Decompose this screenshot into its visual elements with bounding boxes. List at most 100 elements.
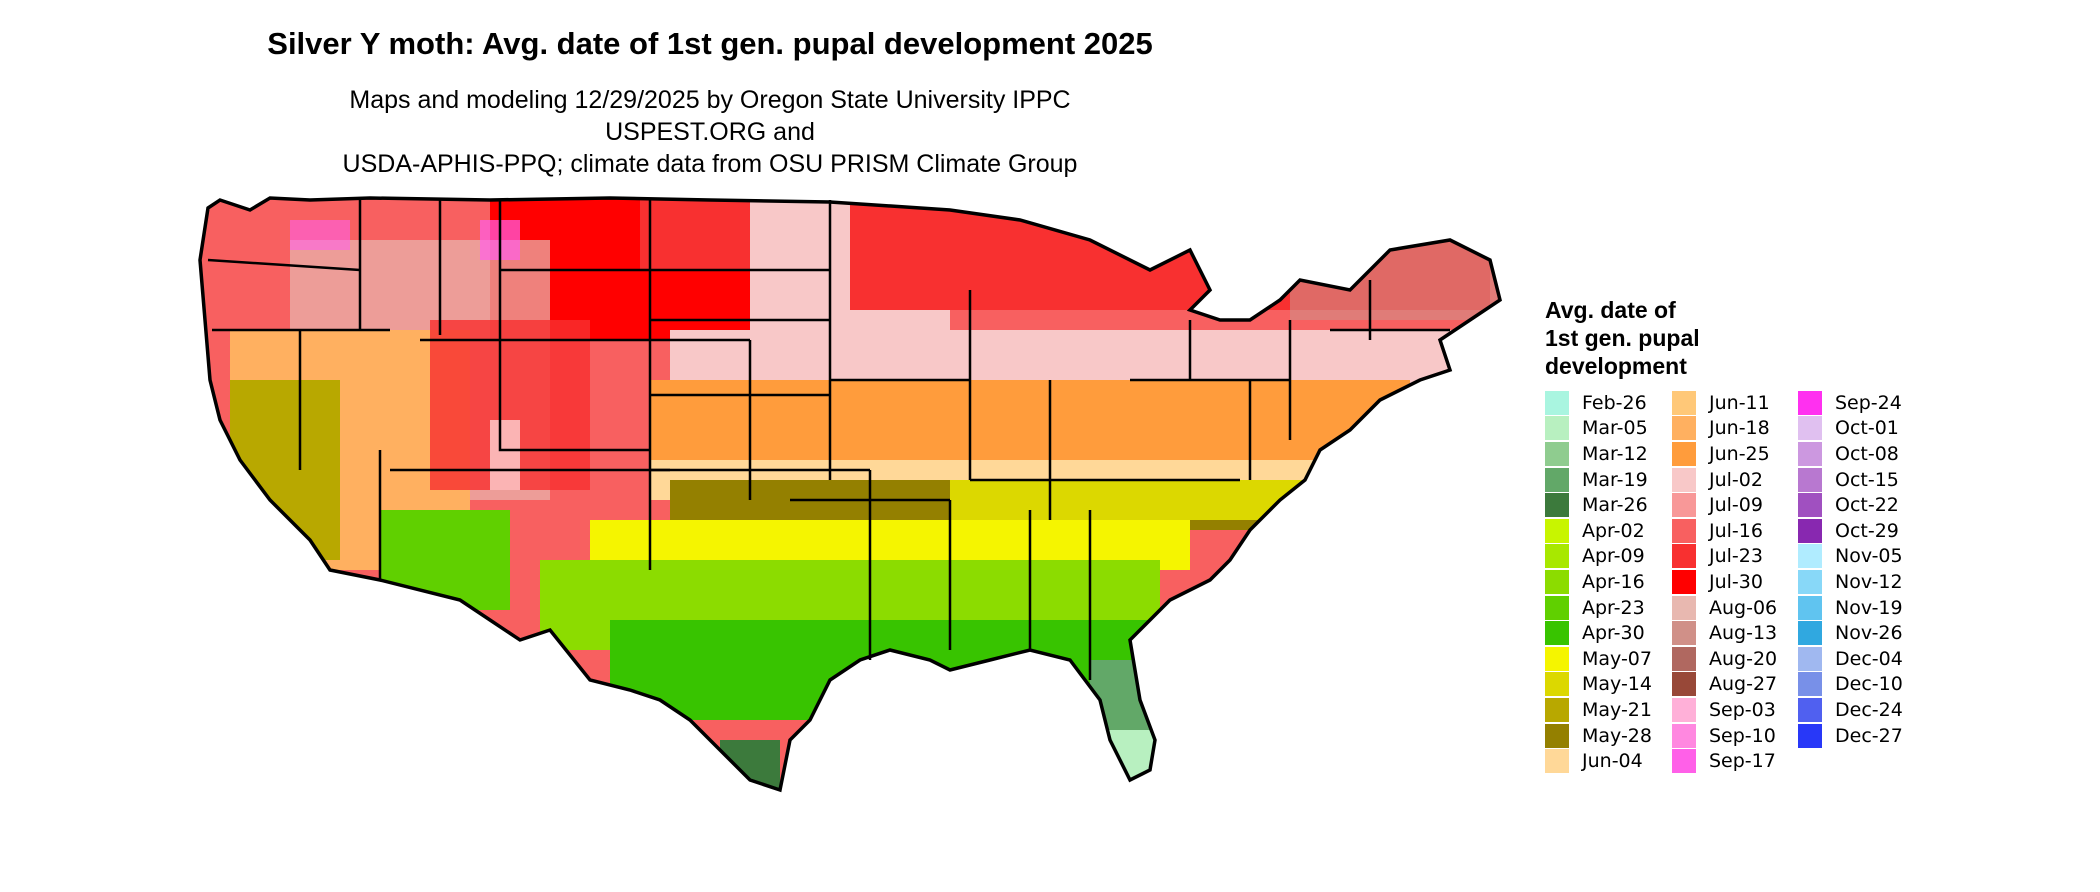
legend-swatch bbox=[1545, 697, 1569, 722]
legend-label: Aug-20 bbox=[1709, 647, 1778, 670]
legend-label: Jun-11 bbox=[1709, 391, 1770, 414]
legend-item: Mar-12 bbox=[1545, 441, 1652, 467]
legend-item: Mar-05 bbox=[1545, 416, 1652, 442]
legend-label: Sep-17 bbox=[1709, 750, 1776, 773]
legend-item: Nov-12 bbox=[1798, 569, 1903, 595]
legend-item: Dec-04 bbox=[1798, 646, 1903, 672]
legend-item: Oct-22 bbox=[1798, 492, 1903, 518]
legend-item: May-21 bbox=[1545, 697, 1652, 723]
legend-item: Aug-27 bbox=[1672, 672, 1777, 698]
legend-item: May-28 bbox=[1545, 723, 1652, 749]
legend-item: Mar-26 bbox=[1545, 492, 1652, 518]
legend-item: Mar-19 bbox=[1545, 467, 1652, 493]
legend-swatch bbox=[1798, 518, 1822, 543]
legend-swatch bbox=[1672, 467, 1696, 492]
legend-label: Sep-03 bbox=[1709, 698, 1776, 721]
legend-swatch bbox=[1545, 749, 1569, 774]
legend-swatch bbox=[1672, 416, 1696, 441]
legend-label: May-14 bbox=[1582, 673, 1652, 696]
legend-item: Jul-23 bbox=[1672, 544, 1777, 570]
legend-label: Apr-23 bbox=[1582, 596, 1645, 619]
legend-swatch bbox=[1798, 621, 1822, 646]
legend-column: Jun-11 Jun-18 Jun-25 Jul-02 Jul-09 Jul-16 Jul-… bbox=[1672, 390, 1777, 774]
legend-label: Dec-04 bbox=[1835, 647, 1903, 670]
legend-item: Jun-11 bbox=[1672, 390, 1777, 416]
legend-label: Apr-30 bbox=[1582, 622, 1645, 645]
legend-item: Nov-05 bbox=[1798, 544, 1903, 570]
legend-item: Apr-23 bbox=[1545, 595, 1652, 621]
legend-title-line: 1st gen. pupal bbox=[1545, 325, 1700, 351]
legend-swatch bbox=[1545, 672, 1569, 697]
legend-label: Oct-15 bbox=[1835, 468, 1899, 491]
legend-label: Jun-18 bbox=[1709, 417, 1770, 440]
legend-swatch bbox=[1545, 723, 1569, 748]
legend-swatch bbox=[1672, 544, 1696, 569]
legend-label: Apr-02 bbox=[1582, 519, 1645, 542]
legend-label: Feb-26 bbox=[1582, 391, 1647, 414]
legend-label: Nov-19 bbox=[1835, 596, 1903, 619]
legend-title-line: Avg. date of bbox=[1545, 297, 1676, 323]
legend-swatch bbox=[1798, 697, 1822, 722]
legend-item: Jun-18 bbox=[1672, 416, 1777, 442]
legend-label: Mar-26 bbox=[1582, 494, 1648, 517]
legend-label: May-07 bbox=[1582, 647, 1652, 670]
legend-item: Oct-15 bbox=[1798, 467, 1903, 493]
legend-label: Oct-01 bbox=[1835, 417, 1899, 440]
legend-swatch bbox=[1672, 697, 1696, 722]
legend-swatch bbox=[1672, 672, 1696, 697]
legend-label: Jun-25 bbox=[1709, 442, 1770, 465]
legend-item: Oct-01 bbox=[1798, 416, 1903, 442]
legend-item: Jul-02 bbox=[1672, 467, 1777, 493]
legend-swatch bbox=[1672, 723, 1696, 748]
legend-label: Jul-02 bbox=[1709, 468, 1763, 491]
legend-item: Oct-29 bbox=[1798, 518, 1903, 544]
legend-label: Aug-27 bbox=[1709, 673, 1778, 696]
legend-label: Mar-12 bbox=[1582, 442, 1648, 465]
legend-swatch bbox=[1798, 416, 1822, 441]
legend-swatch bbox=[1545, 518, 1569, 543]
legend-swatch bbox=[1545, 621, 1569, 646]
legend-swatch bbox=[1798, 672, 1822, 697]
legend-item: Dec-27 bbox=[1798, 723, 1903, 749]
legend-item: Dec-24 bbox=[1798, 697, 1903, 723]
legend-swatch bbox=[1545, 493, 1569, 518]
legend-item: Feb-26 bbox=[1545, 390, 1652, 416]
legend-swatch bbox=[1672, 646, 1696, 671]
legend-swatch bbox=[1545, 441, 1569, 466]
legend-swatch bbox=[1798, 390, 1822, 415]
legend-swatch bbox=[1545, 416, 1569, 441]
legend-swatch bbox=[1672, 493, 1696, 518]
legend-item: Aug-13 bbox=[1672, 620, 1777, 646]
legend-label: Mar-05 bbox=[1582, 417, 1648, 440]
legend-swatch bbox=[1545, 595, 1569, 620]
legend-swatch bbox=[1545, 544, 1569, 569]
legend-swatch bbox=[1545, 646, 1569, 671]
legend-label: Sep-24 bbox=[1835, 391, 1902, 414]
subtitle-line-1: Maps and modeling 12/29/2025 by Oregon S… bbox=[349, 86, 1071, 146]
legend-label: Apr-09 bbox=[1582, 545, 1645, 568]
legend-label: Nov-26 bbox=[1835, 622, 1903, 645]
legend-item: Sep-17 bbox=[1672, 748, 1777, 774]
legend-item: Jul-16 bbox=[1672, 518, 1777, 544]
legend-item: Dec-10 bbox=[1798, 672, 1903, 698]
legend-swatch bbox=[1798, 441, 1822, 466]
legend-item: Nov-26 bbox=[1798, 620, 1903, 646]
legend-label: Aug-06 bbox=[1709, 596, 1778, 619]
legend-label: Jul-30 bbox=[1709, 570, 1763, 593]
legend-label: Dec-24 bbox=[1835, 698, 1903, 721]
legend-item: Jun-25 bbox=[1672, 441, 1777, 467]
legend-label: May-21 bbox=[1582, 698, 1652, 721]
legend-swatch bbox=[1798, 493, 1822, 518]
us-map-svg bbox=[198, 196, 1502, 792]
legend-label: Jul-16 bbox=[1709, 519, 1763, 542]
legend-swatch bbox=[1672, 621, 1696, 646]
legend-item: Apr-16 bbox=[1545, 569, 1652, 595]
legend-label: Oct-08 bbox=[1835, 442, 1899, 465]
legend-label: Jul-23 bbox=[1709, 545, 1763, 568]
legend-swatch bbox=[1798, 544, 1822, 569]
legend-column: Sep-24 Oct-01 Oct-08 Oct-15 Oct-22 Oct-29 Nov-… bbox=[1798, 390, 1903, 748]
legend-title-line: development bbox=[1545, 353, 1687, 379]
legend-item: Nov-19 bbox=[1798, 595, 1903, 621]
legend-swatch bbox=[1798, 595, 1822, 620]
legend-swatch bbox=[1672, 441, 1696, 466]
